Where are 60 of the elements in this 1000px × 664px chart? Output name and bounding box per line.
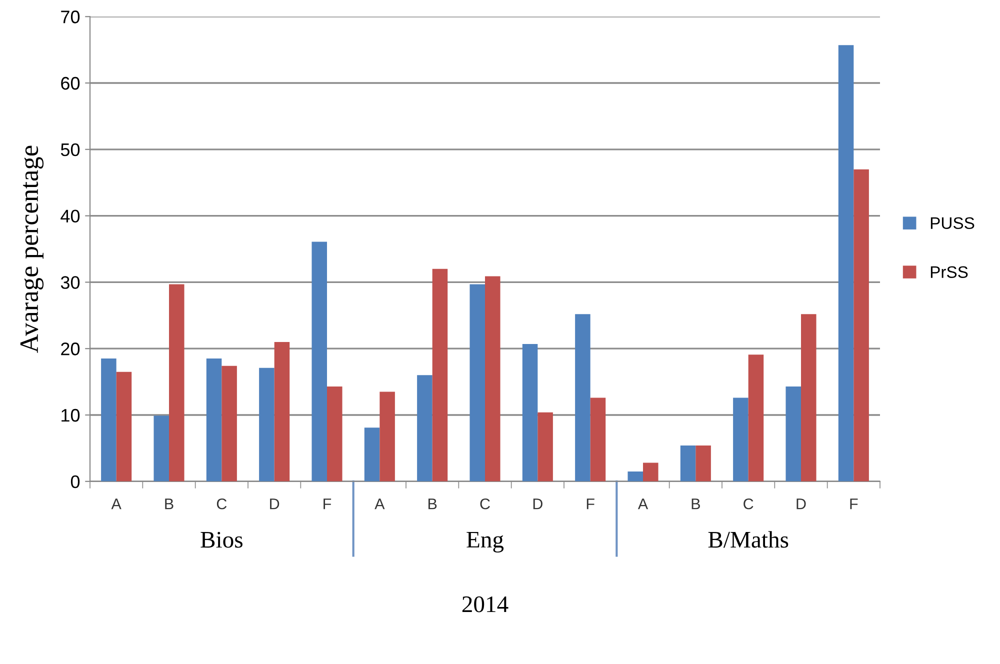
- y-tick-label: 0: [70, 475, 80, 488]
- bar: [206, 358, 222, 482]
- bar: [522, 344, 538, 482]
- x-tick-label: C: [216, 498, 227, 510]
- bar: [801, 314, 816, 482]
- x-tick-label: A: [111, 498, 122, 510]
- x-tick-label: B: [692, 498, 700, 510]
- text: Eng: [466, 532, 504, 553]
- bar: [116, 372, 132, 482]
- x-tick-label: B: [428, 498, 437, 510]
- x-tick-label: F: [850, 498, 858, 510]
- x-tick-label: F: [324, 498, 332, 510]
- bar: [470, 284, 485, 482]
- y-tick-label: 30: [60, 276, 80, 289]
- x-tick-label: C: [480, 498, 490, 510]
- legend-label: PUSS: [930, 217, 974, 230]
- bar: [575, 314, 590, 482]
- x-tick-label: D: [533, 498, 542, 510]
- text: Bios: [200, 532, 242, 548]
- bar: [680, 446, 696, 482]
- bar: [485, 276, 500, 482]
- bar: [643, 462, 658, 482]
- bar: [274, 342, 290, 482]
- y-tick-label: 50: [60, 143, 80, 156]
- bar: [154, 416, 169, 482]
- bar: [417, 375, 432, 482]
- bar: [432, 268, 448, 482]
- y-tick-label: 10: [62, 408, 80, 422]
- bar: [364, 428, 380, 482]
- bar: [696, 446, 711, 482]
- bar: [222, 366, 237, 482]
- x-tick-label: A: [638, 498, 648, 510]
- x-tick-label: C: [744, 498, 754, 510]
- x-tick-label: D: [796, 498, 806, 510]
- bar: [327, 386, 342, 482]
- bar: [101, 358, 116, 482]
- y-tick-label: 40: [60, 210, 80, 223]
- x-axis-title: 2014: [462, 596, 508, 612]
- text: B/Maths: [708, 531, 788, 548]
- x-tick-label: F: [586, 498, 594, 510]
- bar: [838, 45, 854, 482]
- bar: [854, 169, 869, 482]
- y-tick-label: 20: [61, 342, 80, 356]
- x-tick-label: B: [165, 498, 174, 510]
- bar: [169, 284, 184, 482]
- y-tick-label: 60: [61, 76, 80, 90]
- x-tick-label: D: [270, 498, 280, 510]
- bar: [628, 471, 643, 482]
- bar: [380, 392, 395, 482]
- legend-label: PrSS: [930, 266, 968, 278]
- bar: [733, 398, 748, 482]
- bar: [786, 386, 801, 482]
- x-tick-label: A: [374, 498, 385, 510]
- bar: [259, 368, 274, 482]
- bar: [590, 398, 606, 482]
- y-tick-label: 70: [61, 10, 80, 24]
- bar: [312, 242, 327, 482]
- y-axis-title: Avarage percentage: [20, 146, 44, 353]
- bar: [748, 354, 764, 482]
- bar: [538, 412, 553, 482]
